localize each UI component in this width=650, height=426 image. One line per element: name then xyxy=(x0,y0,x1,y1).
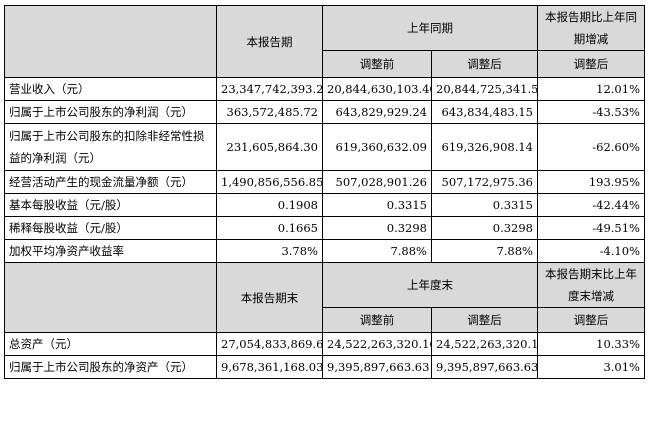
row-label: 归属于上市公司股东的扣除非经常性损益的净利润（元） xyxy=(4,123,217,171)
cell-after: 20,844,725,341.52 xyxy=(431,77,538,101)
cell-before: 619,360,632.09 xyxy=(322,123,432,171)
cell-before: 0.3315 xyxy=(322,193,432,217)
row-label: 经营活动产生的现金流量净额（元） xyxy=(4,170,217,194)
row-label: 总资产（元） xyxy=(4,332,217,356)
cell-after: 619,326,908.14 xyxy=(431,123,538,171)
row-label: 归属于上市公司股东的净资产（元） xyxy=(4,355,217,379)
cell-change: -4.10% xyxy=(537,239,645,263)
cell-current: 231,605,864.30 xyxy=(216,123,323,171)
table-row: 归属于上市公司股东的净资产（元） 9,678,361,168.03 9,395,… xyxy=(4,355,645,379)
cell-after: 24,522,263,320.16 xyxy=(431,332,538,356)
cell-change: -49.51% xyxy=(537,216,645,240)
row-label: 稀释每股收益（元/股） xyxy=(4,216,217,240)
table-row: 经营活动产生的现金流量净额（元） 1,490,856,556.85 507,02… xyxy=(4,170,645,194)
cell-before: 24,522,263,320.16 xyxy=(322,332,432,356)
header-change: 本报告期比上年同期增减 xyxy=(537,5,645,51)
table-row: 稀释每股收益（元/股） 0.1665 0.3298 0.3298 -49.51% xyxy=(4,216,645,240)
cell-after: 507,172,975.36 xyxy=(431,170,538,194)
header-before-adjust: 调整前 xyxy=(322,50,432,78)
cell-before: 643,829,929.24 xyxy=(322,100,432,124)
header-prior-year: 上年同期 xyxy=(322,5,538,51)
cell-current: 23,347,742,393.22 xyxy=(216,77,323,101)
table-row: 归属于上市公司股东的扣除非经常性损益的净利润（元） 231,605,864.30… xyxy=(4,123,645,171)
header-prior-year-end: 上年度末 xyxy=(322,262,538,308)
cell-current: 3.78% xyxy=(216,239,323,263)
cell-after: 0.3298 xyxy=(431,216,538,240)
header-change-after: 调整后 xyxy=(537,307,645,333)
cell-change: -43.53% xyxy=(537,100,645,124)
cell-current: 9,678,361,168.03 xyxy=(216,355,323,379)
cell-after: 9,395,897,663.63 xyxy=(431,355,538,379)
cell-current: 363,572,485.72 xyxy=(216,100,323,124)
cell-before: 0.3298 xyxy=(322,216,432,240)
row-label: 归属于上市公司股东的净利润（元） xyxy=(4,100,217,124)
header-current-period: 本报告期 xyxy=(216,5,323,78)
header-row-adjust: 调整前 调整后 调整后 xyxy=(5,50,645,78)
header-before-adjust: 调整前 xyxy=(322,307,432,333)
header-period-end: 本报告期末 xyxy=(216,262,323,333)
cell-current: 27,054,833,869.62 xyxy=(216,332,323,356)
cell-change: -42.44% xyxy=(537,193,645,217)
cell-after: 7.88% xyxy=(431,239,538,263)
cell-change: 10.33% xyxy=(537,332,645,356)
cell-current: 1,490,856,556.85 xyxy=(216,170,323,194)
cell-current: 0.1908 xyxy=(216,193,323,217)
table-body: 本报告期 上年同期 本报告期比上年同期增减 调整前 调整后 调整后 营业收入（元… xyxy=(4,5,645,379)
cell-before: 7.88% xyxy=(322,239,432,263)
table-row: 总资产（元） 27,054,833,869.62 24,522,263,320.… xyxy=(4,332,645,356)
row-label: 加权平均净资产收益率 xyxy=(4,239,217,263)
cell-after: 0.3315 xyxy=(431,193,538,217)
header-change-after: 调整后 xyxy=(537,50,645,78)
header-change-end: 本报告期末比上年度末增减 xyxy=(537,262,645,308)
cell-before: 20,844,630,103.40 xyxy=(322,77,432,101)
header-blank-cell xyxy=(4,262,217,333)
table-row: 归属于上市公司股东的净利润（元） 363,572,485.72 643,829,… xyxy=(4,100,645,124)
cell-before: 9,395,897,663.63 xyxy=(322,355,432,379)
table-row: 基本每股收益（元/股） 0.1908 0.3315 0.3315 -42.44% xyxy=(4,193,645,217)
cell-change: 193.95% xyxy=(537,170,645,194)
header-after-adjust: 调整后 xyxy=(431,50,538,78)
cell-change: -62.60% xyxy=(537,123,645,171)
cell-change: 12.01% xyxy=(537,77,645,101)
header-blank-cell xyxy=(4,5,217,78)
header-row-adjust-end: 调整前 调整后 调整后 xyxy=(5,307,645,333)
table-row: 营业收入（元） 23,347,742,393.22 20,844,630,103… xyxy=(4,77,645,101)
cell-before: 507,028,901.26 xyxy=(322,170,432,194)
cell-change: 3.01% xyxy=(537,355,645,379)
header-row-period-end: 本报告期末 上年度末 本报告期末比上年度末增减 xyxy=(4,262,645,333)
cell-after: 643,834,483.15 xyxy=(431,100,538,124)
header-after-adjust: 调整后 xyxy=(431,307,538,333)
header-row-period: 本报告期 上年同期 本报告期比上年同期增减 xyxy=(4,5,645,78)
cell-current: 0.1665 xyxy=(216,216,323,240)
row-label: 基本每股收益（元/股） xyxy=(4,193,217,217)
financial-summary-table: 本报告期 上年同期 本报告期比上年同期增减 调整前 调整后 调整后 营业收入（元… xyxy=(4,5,645,379)
table-row: 加权平均净资产收益率 3.78% 7.88% 7.88% -4.10% xyxy=(4,239,645,263)
row-label: 营业收入（元） xyxy=(4,77,217,101)
